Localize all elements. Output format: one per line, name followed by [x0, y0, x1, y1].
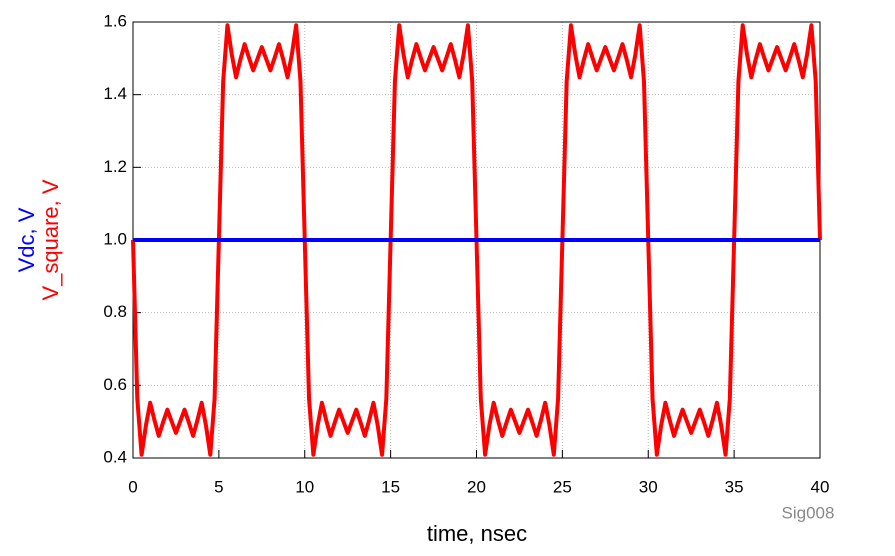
x-tick-label: 40 — [811, 477, 830, 496]
x-tick-label: 10 — [295, 477, 314, 496]
y-axis-label: Vdc, V — [14, 207, 39, 272]
y-tick-label: 1.0 — [103, 229, 127, 248]
x-tick-label: 25 — [553, 477, 572, 496]
y-tick-label: 0.6 — [103, 375, 127, 394]
x-tick-label: 35 — [725, 477, 744, 496]
x-tick-label: 5 — [214, 477, 223, 496]
x-tick-label: 20 — [467, 477, 486, 496]
x-tick-label: 15 — [381, 477, 400, 496]
x-axis-label: time, nsec — [427, 521, 527, 546]
y-tick-label: 1.6 — [103, 11, 127, 30]
watermark: Sig008 — [782, 503, 835, 522]
y-tick-label: 1.4 — [103, 84, 127, 103]
y-tick-label: 0.4 — [103, 447, 127, 466]
x-tick-label: 0 — [128, 477, 137, 496]
y-tick-label: 1.2 — [103, 157, 127, 176]
y-axis-labels: Vdc, V V_square, V — [14, 179, 63, 300]
x-tick-label: 30 — [639, 477, 658, 496]
y-axis-label: V_square, V — [38, 179, 63, 300]
y-tick-label: 0.8 — [103, 302, 127, 321]
